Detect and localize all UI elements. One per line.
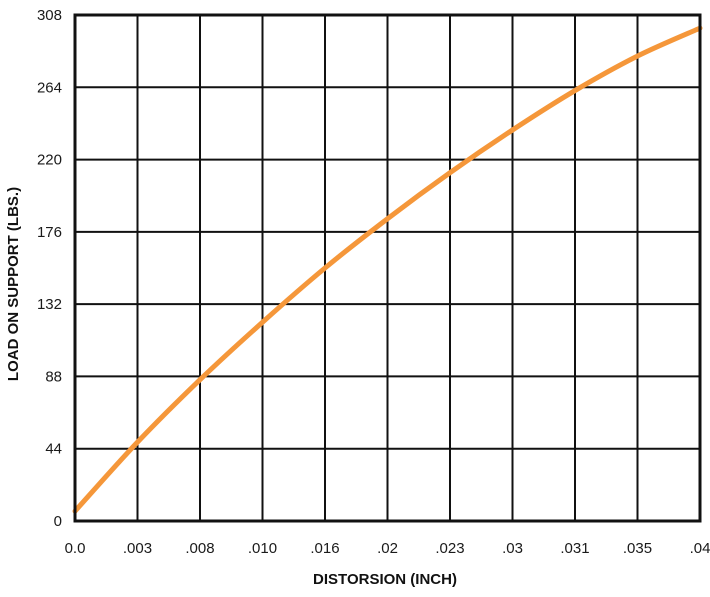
y-tick-label: 176 [37,224,62,241]
x-tick-label: .04 [690,540,710,557]
x-tick-label: .010 [248,540,277,557]
grid-lines [75,15,700,521]
x-tick-label: .023 [435,540,464,557]
y-tick-label: 132 [37,296,62,313]
x-tick-label: .003 [123,540,152,557]
x-tick-label: .031 [560,540,589,557]
y-tick-label: 264 [37,79,62,96]
x-tick-label: 0.0 [65,540,86,557]
x-tick-label: .008 [185,540,214,557]
y-tick-label: 308 [37,7,62,24]
load-curve-line [72,25,703,514]
y-tick-label: 88 [45,368,62,385]
x-tick-label: .03 [502,540,523,557]
x-tick-label: .02 [377,540,398,557]
tick-labels: 0.0 .003 .008 .010 .016 .02 .023 .03 .031 .035 .04… [37,7,710,557]
y-axis-title: LOAD ON SUPPORT (LBS.) [5,187,22,381]
x-tick-label: .016 [310,540,339,557]
y-tick-label: 0 [54,513,62,530]
plot-frame [73,13,702,523]
x-tick-label: .035 [623,540,652,557]
x-axis-title: DISTORSION (INCH) [313,571,457,588]
y-tick-label: 44 [45,441,62,458]
y-tick-label: 220 [37,152,62,169]
